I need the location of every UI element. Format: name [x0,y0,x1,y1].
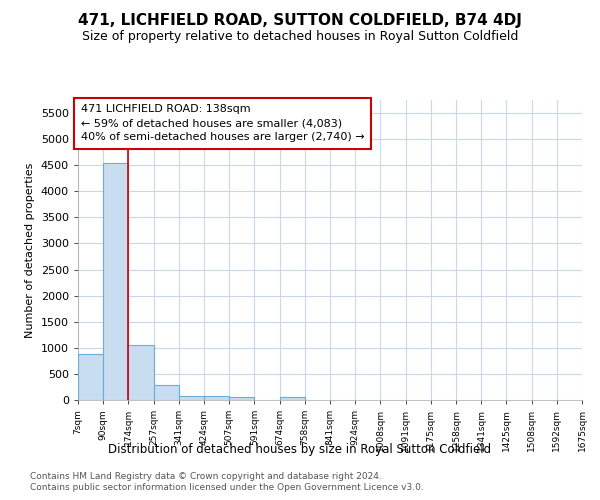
Bar [280,398,305,400]
Bar [128,345,154,400]
Bar [103,162,128,400]
Bar [204,396,229,400]
Bar [229,396,254,400]
Bar [154,386,179,400]
Bar [78,354,103,400]
Bar [179,396,204,400]
Text: Contains HM Land Registry data © Crown copyright and database right 2024.: Contains HM Land Registry data © Crown c… [30,472,382,481]
Text: Size of property relative to detached houses in Royal Sutton Coldfield: Size of property relative to detached ho… [82,30,518,43]
Text: Contains public sector information licensed under the Open Government Licence v3: Contains public sector information licen… [30,484,424,492]
Y-axis label: Number of detached properties: Number of detached properties [25,162,35,338]
Text: Distribution of detached houses by size in Royal Sutton Coldfield: Distribution of detached houses by size … [109,442,491,456]
Text: 471 LICHFIELD ROAD: 138sqm
← 59% of detached houses are smaller (4,083)
40% of s: 471 LICHFIELD ROAD: 138sqm ← 59% of deta… [80,104,364,142]
Text: 471, LICHFIELD ROAD, SUTTON COLDFIELD, B74 4DJ: 471, LICHFIELD ROAD, SUTTON COLDFIELD, B… [78,12,522,28]
